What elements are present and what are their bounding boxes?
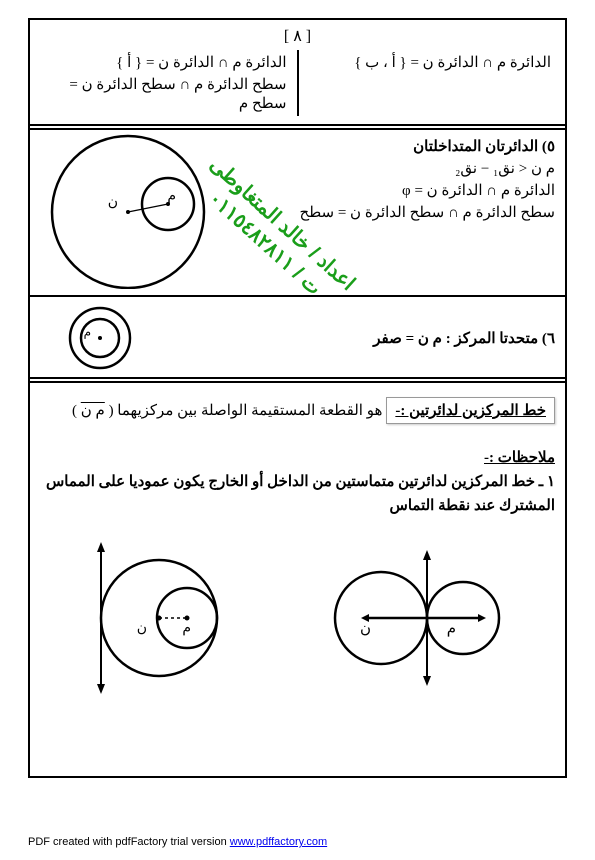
divider-2 — [30, 295, 565, 297]
note-1: ١ ـ خط المركزين لدائرتين متماستين من الد… — [40, 470, 555, 518]
sec5-l3: سطح الدائرة م ∩ سطح الدائرة ن = سطح — [228, 203, 555, 222]
footer-link[interactable]: www.pdffactory.com — [230, 836, 327, 848]
sec6-svg: م — [65, 303, 135, 373]
section-6-diagram: م — [40, 303, 160, 373]
line-centers-desc: هو القطعة المستقيمة الواصلة بين مركزيهما… — [72, 403, 382, 419]
bottom-diagrams: م ن م ن — [40, 538, 555, 698]
line-centers-label: خط المركزين لدائرتين :- — [386, 397, 555, 424]
divider-3 — [30, 377, 565, 383]
int-label-m: م — [182, 621, 191, 636]
int-label-n: ن — [136, 621, 146, 636]
section-5: ٥) الدائرتان المتداخلتان م ن < نق₁ − نق₂… — [40, 134, 555, 289]
ext-label-n: ن — [360, 621, 371, 637]
int-svg: م ن — [69, 538, 249, 698]
line-of-centers-row: خط المركزين لدائرتين :- هو القطعة المستق… — [40, 389, 555, 432]
top-right-cell: الدائرة م ∩ الدائرة ن = { أ ، ب } — [297, 50, 556, 116]
footer-prefix: PDF created with pdfFactory trial versio… — [28, 836, 230, 848]
sec5-svg: ن م — [40, 134, 220, 289]
top-equations-row: الدائرة م ∩ الدائرة ن = { أ ، ب } الدائر… — [40, 50, 555, 116]
notes-heading: ملاحظات :- — [40, 448, 555, 467]
section-5-diagram: ن م — [40, 134, 220, 289]
eq-left-2: سطح الدائرة م ∩ سطح الدائرة ن = سطح م — [44, 75, 287, 113]
label-big: ن — [108, 195, 118, 210]
sec5-l1: م ن < نق₁ − نق₂ — [228, 159, 555, 178]
external-tangent-diagram: م ن — [306, 538, 526, 698]
sec5-l2: الدائرة م ∩ الدائرة ن = φ — [228, 181, 555, 200]
sec5-title: ٥) الدائرتان المتداخلتان — [228, 137, 555, 156]
section-5-text: ٥) الدائرتان المتداخلتان م ن < نق₁ − نق₂… — [228, 134, 555, 289]
top-left-cell: الدائرة م ∩ الدائرة ن = { أ } سطح الدائر… — [40, 50, 297, 116]
overline-mn: م ن — [81, 403, 105, 419]
pdf-footer: PDF created with pdfFactory trial versio… — [28, 836, 327, 848]
section-6: ٦) متحدتا المركز : م ن = صفر م — [40, 303, 555, 373]
eq-right: الدائرة م ∩ الدائرة ن = { أ ، ب } — [309, 53, 552, 72]
divider-1 — [30, 124, 565, 130]
eq-left-1: الدائرة م ∩ الدائرة ن = { أ } — [44, 53, 287, 72]
ext-svg: م ن — [306, 538, 526, 698]
page-number: [ ٨ ] — [40, 26, 555, 46]
section-6-text: ٦) متحدتا المركز : م ن = صفر — [168, 326, 555, 351]
ext-label-m: م — [447, 621, 456, 637]
page-frame: [ ٨ ] الدائرة م ∩ الدائرة ن = { أ ، ب } … — [28, 18, 567, 778]
notes-section: ملاحظات :- ١ ـ خط المركزين لدائرتين متما… — [40, 448, 555, 518]
label-small: م — [167, 189, 176, 204]
sec6-title: ٦) متحدتا المركز : م ن = صفر — [168, 329, 555, 348]
internal-tangent-diagram: م ن — [69, 538, 249, 698]
sec6-label: م — [84, 325, 91, 339]
